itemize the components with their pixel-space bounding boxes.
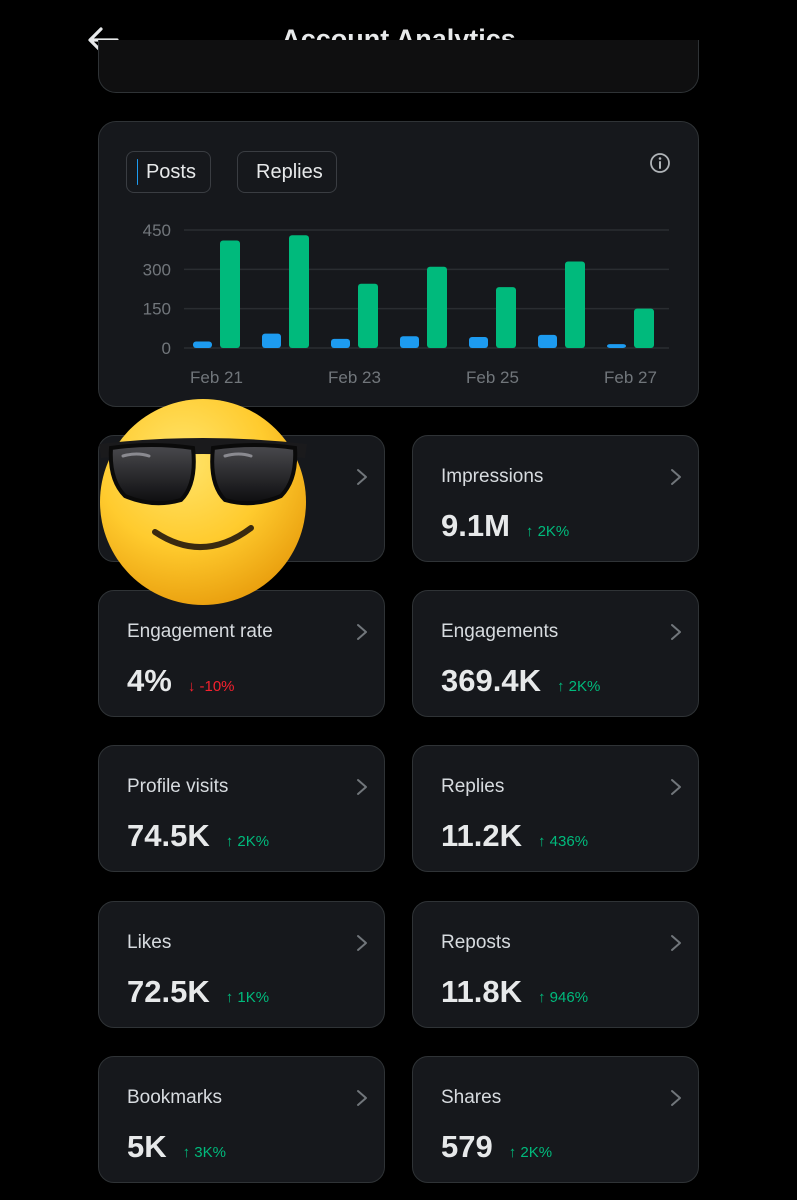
posts-bar-feb-27[interactable] xyxy=(607,344,626,348)
replies-bar-feb-24[interactable] xyxy=(427,266,447,348)
stat-value: 9.1M xyxy=(441,508,510,543)
stat-value: 11.2K xyxy=(441,818,523,853)
replies-bar-feb-22[interactable] xyxy=(289,235,309,348)
legend-replies[interactable]: Replies xyxy=(237,151,337,193)
x-tick-label: Feb 23 xyxy=(328,368,381,387)
stat-change: ↑ 2K% xyxy=(508,1144,553,1161)
stat-label: Impressions xyxy=(441,466,544,487)
stat-label: Shares xyxy=(441,1087,502,1108)
y-tick-label: 300 xyxy=(143,260,171,279)
stat-label: Profile visits xyxy=(127,776,229,797)
stat-card[interactable]: Impressions 9.1M ↑ 2K% xyxy=(412,435,699,562)
stat-value: 579 xyxy=(441,1129,493,1164)
stat-value-row: 369.4K ↑ 2K% xyxy=(441,663,600,699)
stat-change: ↑ 1K% xyxy=(225,989,270,1006)
chevron-right-icon xyxy=(357,935,367,951)
replies-bar-feb-25[interactable] xyxy=(496,287,516,348)
stat-change: ↓ -10% xyxy=(187,678,235,695)
posts-bar-feb-24[interactable] xyxy=(400,336,419,348)
activity-bar-chart: 450 300 150 0 Feb 21 Feb 23 Feb 25 Feb 27 xyxy=(143,221,669,387)
x-tick-label: Feb 27 xyxy=(604,368,657,387)
posts-bar-feb-26[interactable] xyxy=(538,334,557,348)
stat-value: 4% xyxy=(127,663,172,698)
stat-value: 11.8K xyxy=(441,974,523,1009)
stat-value-row: 74.5K ↑ 2K% xyxy=(127,818,269,854)
stat-label: Replies xyxy=(441,776,505,797)
stat-value: 5K xyxy=(127,1129,167,1164)
stat-value-row: 11.2K ↑ 436% xyxy=(441,818,588,854)
stat-label: Reposts xyxy=(441,932,511,953)
stat-value-row: 5K ↑ 3K% xyxy=(127,1129,226,1165)
stat-change: ↑ 946% xyxy=(538,989,589,1006)
chevron-right-icon xyxy=(671,469,681,485)
legend-replies-label: Replies xyxy=(256,160,323,183)
stat-value-row: 579 ↑ 2K% xyxy=(441,1129,552,1165)
stat-label: Engagements xyxy=(441,621,559,642)
replies-bar-feb-23[interactable] xyxy=(358,283,378,348)
stat-card[interactable]: Shares 579 ↑ 2K% xyxy=(412,1056,699,1183)
overview-card-partial[interactable] xyxy=(98,40,699,93)
stat-value-row: 4% ↓ -10% xyxy=(127,663,235,699)
x-tick-label: Feb 21 xyxy=(190,368,243,387)
stat-label: Engagement rate xyxy=(127,621,273,642)
stat-card[interactable]: Reposts 11.8K ↑ 946% xyxy=(412,901,699,1028)
replies-bar-feb-27[interactable] xyxy=(634,308,654,348)
stat-change: ↑ 2K% xyxy=(525,523,570,540)
y-tick-label: 450 xyxy=(143,221,171,240)
chevron-right-icon xyxy=(357,624,367,640)
chevron-right-icon xyxy=(357,779,367,795)
stat-card[interactable]: Engagement rate 4% ↓ -10% xyxy=(98,590,385,717)
stat-card[interactable]: Replies 11.2K ↑ 436% xyxy=(412,745,699,872)
posts-bar-feb-22[interactable] xyxy=(262,333,281,348)
stat-change: ↑ 436% xyxy=(538,833,589,850)
activity-chart-card: Posts Replies 450 300 150 0 Feb 21 Feb 23 Feb … xyxy=(98,121,699,407)
stat-value: 72.5K xyxy=(127,974,210,1009)
stat-label: Bookmarks xyxy=(127,1087,223,1108)
chevron-right-icon xyxy=(671,624,681,640)
legend-posts-label: Posts xyxy=(145,160,196,183)
stat-change: ↑ 2K% xyxy=(225,833,270,850)
chevron-right-icon xyxy=(357,1090,367,1106)
replies-bar-feb-21[interactable] xyxy=(220,240,240,348)
stat-label: Likes xyxy=(127,932,172,953)
chevron-right-icon xyxy=(671,779,681,795)
sunglasses-smiley-icon xyxy=(99,399,307,605)
stat-value: 74.5K xyxy=(127,818,210,853)
legend-posts[interactable]: Posts xyxy=(126,151,211,193)
y-tick-label: 150 xyxy=(143,300,171,319)
stat-value: 369.4K xyxy=(441,663,541,698)
posts-swatch-icon xyxy=(137,159,138,185)
stat-change: ↑ 3K% xyxy=(182,1144,226,1161)
stat-card[interactable]: Bookmarks 5K ↑ 3K% xyxy=(98,1056,385,1183)
stat-card[interactable]: Profile visits 74.5K ↑ 2K% xyxy=(98,745,385,872)
x-tick-label: Feb 25 xyxy=(466,368,519,387)
stat-value-row: 72.5K ↑ 1K% xyxy=(127,974,269,1010)
chevron-right-icon xyxy=(671,1090,681,1106)
posts-bar-feb-25[interactable] xyxy=(469,336,488,348)
chevron-right-icon xyxy=(357,469,367,485)
chevron-right-icon xyxy=(671,935,681,951)
posts-bar-feb-21[interactable] xyxy=(193,341,212,348)
info-icon[interactable] xyxy=(648,151,672,175)
stat-card[interactable]: Engagements 369.4K ↑ 2K% xyxy=(412,590,699,717)
replies-bar-feb-26[interactable] xyxy=(565,261,585,348)
stat-change: ↑ 2K% xyxy=(556,678,601,695)
y-tick-label: 0 xyxy=(162,339,171,358)
stat-value-row: 9.1M ↑ 2K% xyxy=(441,508,569,544)
stat-card[interactable]: Likes 72.5K ↑ 1K% xyxy=(98,901,385,1028)
stat-value-row: 11.8K ↑ 946% xyxy=(441,974,588,1010)
posts-bar-feb-23[interactable] xyxy=(331,338,350,348)
